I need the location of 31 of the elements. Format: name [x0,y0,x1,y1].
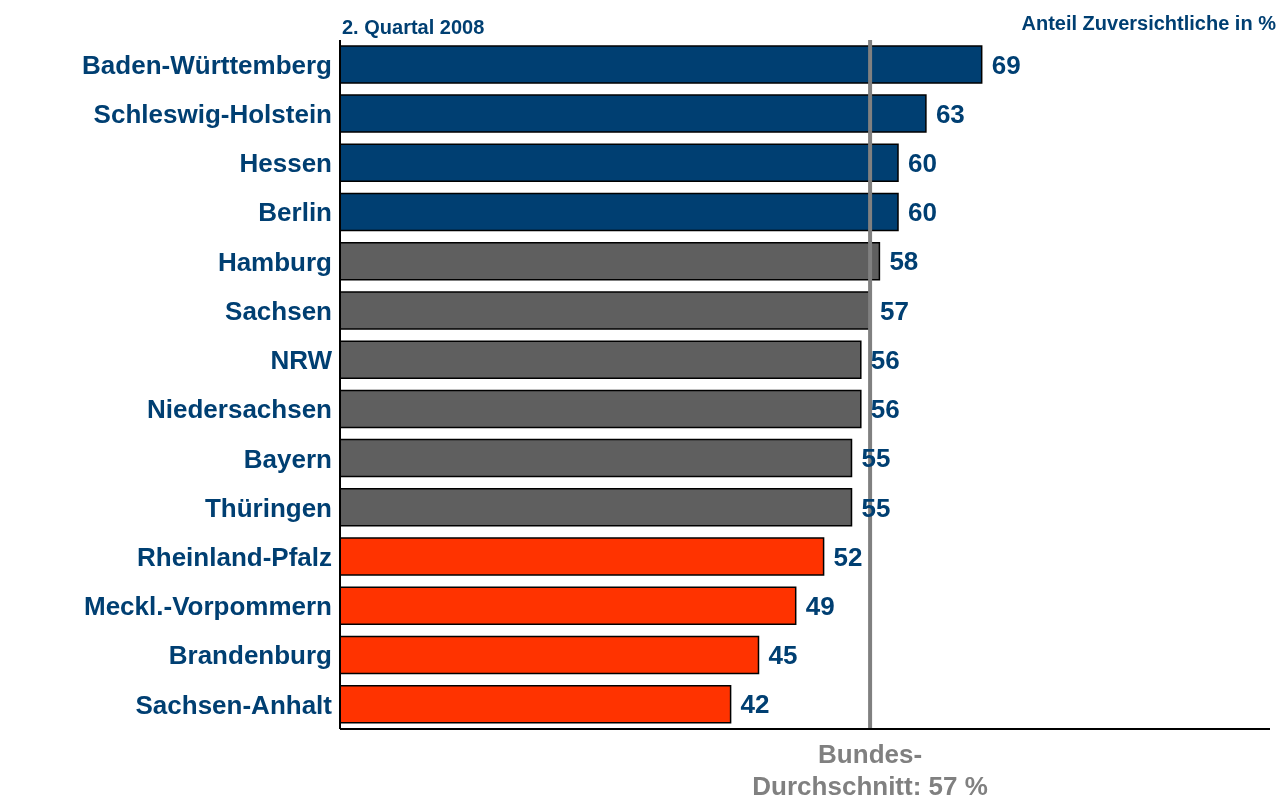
y-tick-label: Hamburg [217,246,332,277]
data-label: 56 [870,344,900,375]
data-label: 49 [805,590,835,621]
data-label: 52 [833,541,863,572]
data-label: 42 [740,689,770,720]
y-tick-label: Schleswig-Holstein [93,99,332,130]
data-label: 55 [861,443,891,474]
x-axis-title: Anteil Zuversichtliche in % [1021,12,1276,35]
y-tick-label: NRW [270,345,333,376]
y-tick-label: Rheinland-Pfalz [136,541,332,572]
data-label: 56 [870,394,900,425]
data-label: 60 [908,148,937,179]
y-tick-label: Hessen [239,148,332,179]
data-label: 45 [768,640,798,671]
y-tick-label: Brandenburg [168,640,332,671]
data-label: 57 [880,295,910,326]
chart-title: 2. Quartal 2008 [342,16,485,39]
y-tick-label: Niedersachsen [147,394,332,425]
y-tick-label: Baden-Württemberg [82,49,332,80]
data-label: 69 [991,49,1021,80]
y-tick-label: Sachsen [225,295,332,326]
data-label: 63 [935,98,965,129]
y-tick-label: Sachsen-Anhalt [135,689,333,720]
y-tick-label: Meckl.-Vorpommern [83,591,332,622]
data-label: 55 [861,492,891,523]
y-tick-label: Bayern [243,443,332,474]
y-tick-label: Thüringen [204,492,332,523]
data-label: 58 [889,246,919,277]
data-label: 60 [908,197,937,228]
y-tick-label: Berlin [258,197,332,228]
ref-line-label: Bundes- Durchschnitt: 57 % [752,739,988,801]
